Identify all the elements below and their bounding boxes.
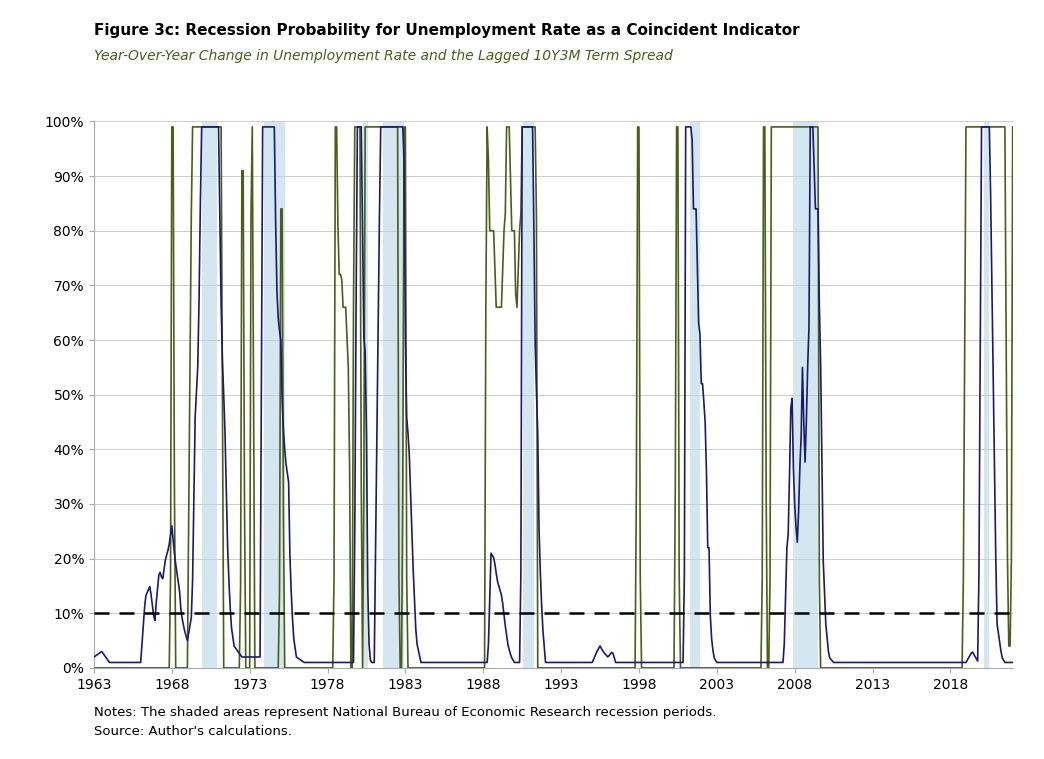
Bar bbox=[383, 121, 404, 668]
Bar bbox=[523, 121, 533, 668]
Bar bbox=[690, 121, 699, 668]
Bar bbox=[984, 121, 990, 668]
Bar bbox=[793, 121, 818, 668]
Text: Year-Over-Year Change in Unemployment Rate and the Lagged 10Y3M Term Spread: Year-Over-Year Change in Unemployment Ra… bbox=[94, 49, 672, 63]
Text: Figure 3c: Recession Probability for Unemployment Rate as a Coincident Indicator: Figure 3c: Recession Probability for Une… bbox=[94, 23, 800, 38]
Bar bbox=[264, 121, 285, 668]
Text: Notes: The shaded areas represent National Bureau of Economic Research recession: Notes: The shaded areas represent Nation… bbox=[94, 706, 716, 719]
Text: Source: Author's calculations.: Source: Author's calculations. bbox=[94, 725, 292, 738]
Bar bbox=[201, 121, 217, 668]
Bar bbox=[362, 121, 367, 668]
